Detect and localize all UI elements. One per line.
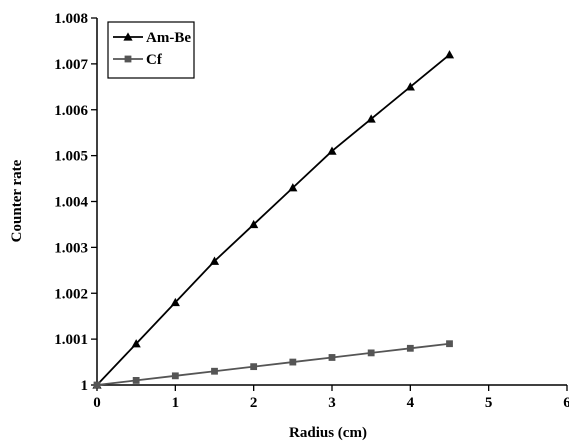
x-tick-label: 6 (563, 395, 569, 411)
y-tick-label: 1.001 (54, 332, 88, 348)
data-point-am-be (249, 219, 259, 229)
data-point-am-be (405, 82, 415, 91)
series-layer (92, 50, 455, 389)
legend: Am-Be Cf (107, 21, 195, 79)
series-line-cf (96, 342, 450, 386)
data-point-am-be (209, 256, 220, 265)
data-point-am-be (327, 146, 337, 155)
data-point-cf (406, 344, 414, 352)
series-cf (93, 340, 453, 389)
x-tick-label: 3 (328, 395, 336, 411)
legend-entries: Am-Be Cf (113, 30, 191, 68)
data-point-cf (250, 363, 258, 371)
legend-entry-am-be: Am-Be (113, 30, 191, 46)
x-tick-label: 4 (407, 395, 415, 411)
x-axis-title: Radius (cm) (289, 425, 367, 441)
x-tick-label: 1 (172, 395, 180, 411)
y-tick-label: 1.002 (54, 286, 88, 302)
data-point-cf (93, 381, 101, 389)
legend-label-cf: Cf (146, 52, 163, 68)
legend-entry-cf: Cf (113, 52, 163, 68)
y-tick-label: 1.003 (54, 240, 88, 256)
x-tick-label: 2 (250, 395, 258, 411)
data-point-cf (132, 377, 140, 384)
data-point-cf (289, 358, 297, 366)
y-tick-label: 1 (81, 378, 89, 394)
data-point-am-be (131, 339, 141, 348)
data-point-cf (171, 372, 179, 380)
ticks: 1 1.001 1.002 1.003 1.004 1.005 1.006 1.007 1.00… (54, 11, 569, 411)
data-point-cf (446, 340, 453, 348)
data-point-am-be (288, 183, 298, 192)
data-point-am-be (366, 114, 376, 123)
data-point-cf (328, 354, 336, 361)
data-point-cf (367, 349, 375, 357)
x-tick-label: 5 (485, 395, 493, 411)
y-tick-label: 1.004 (54, 195, 88, 211)
series-am-be (92, 50, 455, 389)
legend-marker-cf (124, 55, 132, 63)
y-tick-label: 1.008 (54, 11, 88, 27)
data-point-am-be (444, 50, 455, 59)
y-tick-label: 1.005 (54, 149, 88, 165)
y-tick-label: 1.007 (54, 57, 88, 73)
data-point-am-be (170, 297, 180, 307)
y-axis-title: Counter rate (9, 159, 25, 242)
series-line-am-be (96, 54, 451, 386)
x-tick-label: 0 (93, 395, 101, 411)
data-point-cf (211, 367, 218, 375)
legend-box (107, 21, 195, 79)
y-tick-label: 1.006 (54, 103, 88, 119)
legend-label-am-be: Am-Be (146, 30, 191, 46)
legend-marker-am-be (123, 32, 133, 41)
